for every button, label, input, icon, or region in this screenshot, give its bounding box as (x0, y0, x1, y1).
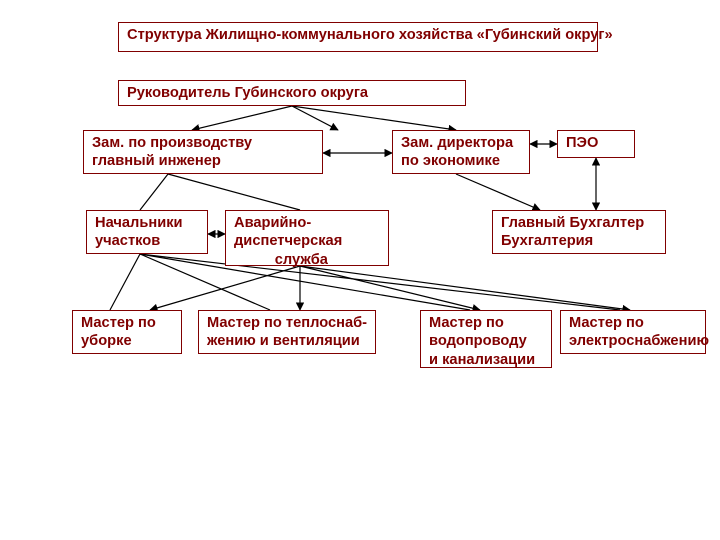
node-m_heat-line: жению и вентиляции (207, 332, 367, 350)
edge-16 (300, 266, 480, 310)
node-m_elec: Мастер поэлектроснабжению (560, 310, 706, 354)
node-m_water-line: водопроводу (429, 332, 543, 350)
node-zam_prod-line: Зам. по производству (92, 134, 314, 152)
node-m_water-line: Мастер по (429, 314, 543, 332)
node-peo-line: ПЭО (566, 134, 626, 152)
node-chiefs-line: участков (95, 232, 199, 250)
edge-5 (140, 174, 168, 210)
node-title: Структура Жилищно-коммунального хозяйств… (118, 22, 598, 52)
edge-17 (300, 266, 630, 310)
node-head-line: Руководитель Губинского округа (127, 84, 457, 102)
node-title-line: Структура Жилищно-коммунального хозяйств… (127, 26, 589, 44)
node-zam_prod: Зам. по производствуглавный инженер (83, 130, 323, 174)
node-zam_econ-line: по экономике (401, 152, 521, 170)
node-chiefs-line: Начальники (95, 214, 199, 232)
node-m_water: Мастер поводопроводуи канализации (420, 310, 552, 368)
node-chiefs: Начальникиучастков (86, 210, 208, 254)
node-head: Руководитель Губинского округа (118, 80, 466, 106)
node-zam_econ-line: Зам. директора (401, 134, 521, 152)
edge-6 (168, 174, 300, 210)
node-buh: Главный БухгалтерБухгалтерия (492, 210, 666, 254)
edge-14 (150, 266, 300, 310)
node-buh-line: Бухгалтерия (501, 232, 657, 250)
node-avar: Аварийно-диспетчерская служба (225, 210, 389, 266)
node-m_water-line: и канализации (429, 351, 543, 369)
node-peo: ПЭО (557, 130, 635, 158)
node-zam_prod-line: главный инженер (92, 152, 314, 170)
node-m_elec-line: Мастер по (569, 314, 697, 332)
node-zam_econ: Зам. директорапо экономике (392, 130, 530, 174)
node-avar-line: служба (234, 251, 380, 269)
node-m_clean-line: Мастер по (81, 314, 173, 332)
node-m_clean: Мастер поуборке (72, 310, 182, 354)
node-m_heat-line: Мастер по теплоснаб- (207, 314, 367, 332)
node-buh-line: Главный Бухгалтер (501, 214, 657, 232)
node-m_elec-line: электроснабжению (569, 332, 697, 350)
edge-10 (110, 254, 140, 310)
edge-1 (292, 106, 338, 130)
node-m_clean-line: уборке (81, 332, 173, 350)
edge-2 (292, 106, 456, 130)
node-m_heat: Мастер по теплоснаб-жению и вентиляции (198, 310, 376, 354)
edge-0 (192, 106, 292, 130)
node-avar-line: диспетчерская (234, 232, 380, 250)
edge-7 (456, 174, 540, 210)
node-avar-line: Аварийно- (234, 214, 380, 232)
